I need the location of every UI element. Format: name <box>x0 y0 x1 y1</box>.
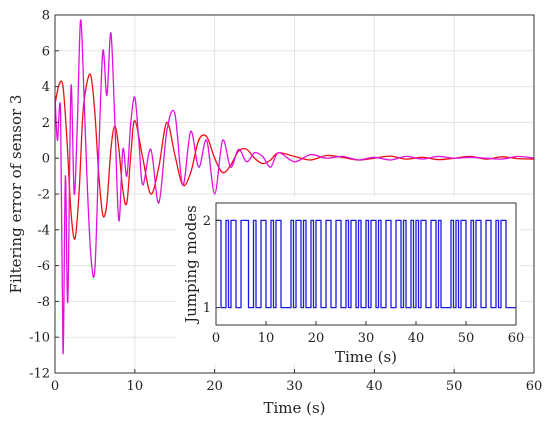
x-tick-label: 0 <box>212 331 220 346</box>
y-tick-label: -10 <box>29 331 50 346</box>
series-line-0 <box>54 73 535 240</box>
y-tick-label: 1 <box>203 301 211 316</box>
main-x-axis-label: Time (s) <box>263 399 325 417</box>
series-line-1 <box>54 19 535 354</box>
y-tick-label: -6 <box>37 259 50 274</box>
main-y-axis-label: Filtering error of sensor 3 <box>7 95 25 294</box>
x-tick-label: 50 <box>458 331 475 346</box>
inset-series <box>216 219 516 309</box>
y-tick-label: 6 <box>42 44 50 59</box>
y-tick-label: -2 <box>37 188 50 203</box>
x-tick-label: 0 <box>51 379 59 394</box>
x-tick-label: 10 <box>127 379 144 394</box>
y-tick-label: -12 <box>29 367 50 382</box>
y-tick-label: -8 <box>37 295 50 310</box>
y-tick-label: -4 <box>37 223 50 238</box>
x-tick-label: 30 <box>286 379 303 394</box>
y-tick-label: 4 <box>42 80 50 95</box>
y-tick-label: 2 <box>203 214 211 229</box>
main-series <box>54 19 535 354</box>
x-tick-label: 10 <box>258 331 275 346</box>
x-tick-label: 40 <box>408 331 425 346</box>
inset-y-axis-label: Jumping modes <box>182 205 200 325</box>
x-tick-label: 60 <box>526 379 543 394</box>
y-tick-label: 8 <box>42 9 50 24</box>
x-tick-label: 20 <box>206 379 223 394</box>
inset-x-axis-label: Time (s) <box>335 348 397 366</box>
x-tick-label: 50 <box>446 379 463 394</box>
x-tick-label: 40 <box>366 379 383 394</box>
series-line-0 <box>216 219 516 309</box>
y-tick-label: 2 <box>42 116 50 131</box>
x-tick-label: 60 <box>508 331 525 346</box>
inset-tick-labels: 0 10 20 30 40 50 60 1 2 <box>203 214 525 346</box>
x-tick-label: 30 <box>358 331 375 346</box>
y-tick-label: 0 <box>42 152 50 167</box>
x-tick-label: 20 <box>308 331 325 346</box>
